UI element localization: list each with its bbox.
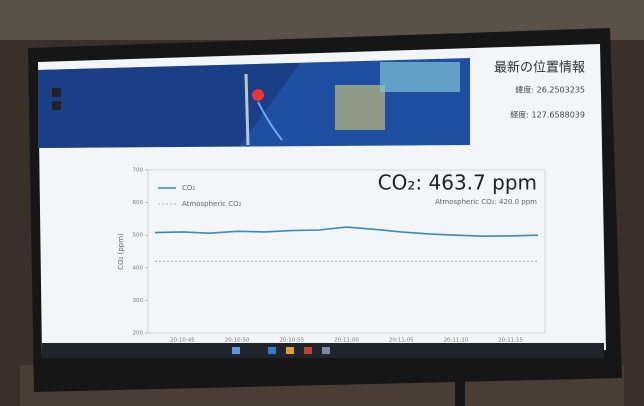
y-tick-label: 400	[133, 265, 144, 271]
y-tick-label: 600	[133, 200, 144, 206]
x-tick-label: 20:10:50	[225, 338, 250, 344]
y-tick-label: 700	[133, 168, 144, 174]
longitude: 経度: 127.6588039	[510, 110, 585, 120]
map-pier	[246, 74, 248, 145]
y-tick-label: 500	[133, 233, 144, 239]
legend-label: CO₂	[182, 184, 195, 192]
y-tick-label: 300	[133, 298, 144, 304]
x-tick-label: 20:11:10	[444, 338, 469, 344]
taskbar-icon[interactable]	[268, 347, 276, 354]
taskbar-icon[interactable]	[232, 347, 240, 354]
x-tick-label: 20:11:05	[389, 338, 414, 344]
atmospheric-reading: Atmospheric CO₂: 420.0 ppm	[435, 198, 537, 206]
taskbar-icon[interactable]	[286, 347, 294, 354]
taskbar-icon[interactable]	[322, 347, 330, 354]
zoom-in[interactable]	[52, 88, 61, 97]
map-island	[335, 85, 385, 130]
panel-title: 最新の位置情報	[494, 60, 585, 76]
monitor-stand	[455, 380, 465, 406]
x-tick-label: 20:10:45	[170, 338, 195, 344]
latitude: 緯度: 26.2503235	[515, 85, 585, 95]
x-tick-label: 20:11:00	[334, 338, 359, 344]
zoom-out[interactable]	[52, 101, 61, 110]
photo: 最新の位置情報 緯度: 26.2503235 経度: 127.6588039 2…	[0, 0, 644, 406]
y-axis-label: CO₂ (ppm)	[117, 233, 125, 270]
legend-label: Atmospheric CO₂	[182, 200, 242, 208]
y-tick-label: 200	[133, 331, 144, 337]
x-tick-label: 20:10:55	[279, 338, 304, 344]
co2-reading: CO₂: 463.7 ppm	[378, 171, 537, 195]
map-marker	[252, 89, 264, 101]
x-tick-label: 20:11:15	[498, 338, 523, 344]
map-shallow	[380, 62, 460, 92]
taskbar-icon[interactable]	[304, 347, 312, 354]
